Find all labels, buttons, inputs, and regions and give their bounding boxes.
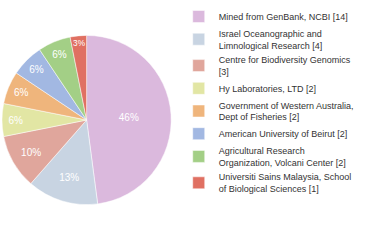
svg-text:6%: 6%: [9, 115, 24, 126]
svg-text:Israel Oceanographic andLimnol: Israel Oceanographic andLimnological Res…: [219, 29, 323, 51]
svg-text:6%: 6%: [52, 49, 67, 60]
svg-text:3%: 3%: [73, 39, 86, 48]
svg-text:American University of Beirut: American University of Beirut [2]: [219, 129, 348, 139]
svg-text:6%: 6%: [14, 87, 29, 98]
svg-text:13%: 13%: [59, 172, 79, 183]
svg-text:Government of Western Australi: Government of Western Australia,Dept of …: [219, 101, 354, 123]
svg-text:Mined from GenBank, NCBI [14]: Mined from GenBank, NCBI [14]: [219, 12, 348, 22]
svg-text:10%: 10%: [21, 147, 41, 158]
svg-text:Universiti Sains Malaysia, Sch: Universiti Sains Malaysia, Schoolof Biol…: [219, 172, 352, 194]
svg-text:46%: 46%: [119, 112, 139, 123]
svg-text:Centre for Biodiversity Genomi: Centre for Biodiversity Genomics[3]: [219, 55, 351, 77]
svg-text:Hy Laboratories, LTD [2]: Hy Laboratories, LTD [2]: [219, 84, 316, 94]
svg-text:6%: 6%: [29, 64, 44, 75]
svg-text:Agricultural ResearchOrganizat: Agricultural ResearchOrganization, Volca…: [219, 146, 346, 168]
